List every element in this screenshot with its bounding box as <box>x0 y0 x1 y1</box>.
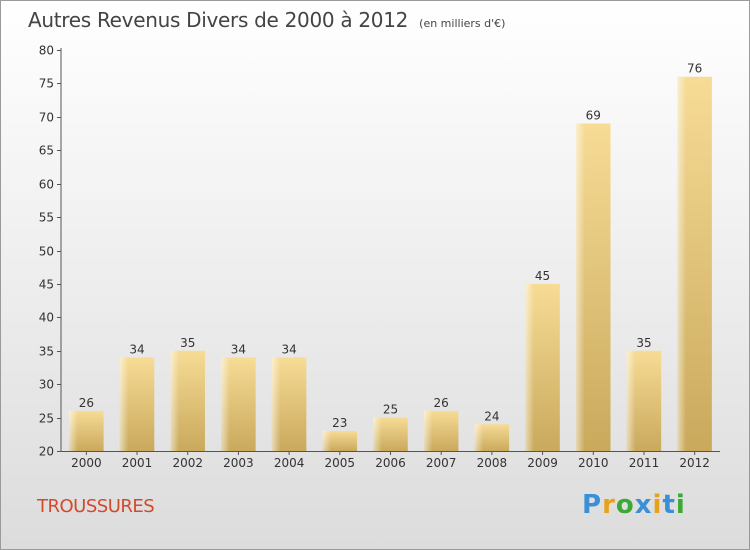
bar-value-label: 34 <box>281 342 296 356</box>
logo-letter: P <box>582 490 603 520</box>
bars-group: 26 34 35 34 34 23 25 26 24 45 69 35 76 <box>69 62 712 452</box>
y-tick-label: 50 <box>39 245 54 259</box>
bar-value-label: 69 <box>586 109 601 123</box>
bar-value-label: 26 <box>434 396 449 410</box>
bar-highlight <box>170 350 180 451</box>
bar-value-label: 23 <box>332 416 347 430</box>
logo-letter: t <box>662 490 676 520</box>
y-tick-label: 35 <box>39 345 54 359</box>
bar-highlight <box>221 357 230 451</box>
logo-letter: o <box>615 490 635 520</box>
bar-highlight <box>626 350 636 451</box>
y-tick-label: 60 <box>39 178 54 192</box>
bar-value-label: 76 <box>687 62 702 76</box>
commune-name: TROUSSURES <box>37 496 155 517</box>
x-tick-label: 2000 <box>71 456 102 470</box>
x-tick-label: 2007 <box>426 456 457 470</box>
y-tick-label: 20 <box>39 445 54 459</box>
x-tick-label: 2005 <box>325 456 356 470</box>
y-tick-label: 45 <box>39 278 54 292</box>
y-axis: 20 25 30 35 40 45 50 55 60 65 70 75 80 <box>39 44 62 459</box>
x-tick-label: 2012 <box>679 456 710 470</box>
x-axis: 2000 2001 2002 2003 2004 2005 2006 2007 2008 2009… <box>61 451 720 470</box>
chart-title: Autres Revenus Divers de 2000 à 2012 <box>28 8 409 32</box>
logo-letter: i <box>652 490 663 520</box>
x-tick-label: 2003 <box>223 456 254 470</box>
y-tick-label: 25 <box>39 412 54 426</box>
bar-value-label: 24 <box>484 409 499 423</box>
y-tick-label: 65 <box>39 144 54 158</box>
bar-highlight <box>474 424 484 451</box>
bar-highlight <box>525 283 534 451</box>
x-tick-label: 2004 <box>274 456 305 470</box>
y-tick-label: 30 <box>39 378 54 392</box>
y-tick-label: 80 <box>39 44 54 58</box>
bar-value-label: 35 <box>180 336 195 350</box>
bar-value-label: 45 <box>535 269 550 283</box>
x-tick-label: 2010 <box>578 456 609 470</box>
chart-title-block: Autres Revenus Divers de 2000 à 2012 (en… <box>28 8 505 32</box>
bar-highlight <box>576 123 585 452</box>
bar-value-label: 34 <box>129 342 144 356</box>
x-tick-label: 2008 <box>477 456 508 470</box>
chart-subtitle: (en milliers d'€) <box>419 17 506 30</box>
proxiti-logo[interactable]: Proxiti <box>582 490 686 520</box>
x-tick-label: 2011 <box>629 456 660 470</box>
x-tick-label: 2009 <box>527 456 558 470</box>
bar-highlight <box>322 430 332 451</box>
bar-value-label: 35 <box>636 336 651 350</box>
logo-letter: x <box>634 490 653 520</box>
bar-highlight <box>271 357 281 451</box>
x-tick-label: 2001 <box>122 456 153 470</box>
bar-highlight <box>69 410 78 451</box>
x-tick-label: 2002 <box>172 456 203 470</box>
bar-value-label: 25 <box>383 403 398 417</box>
logo-letter: r <box>602 490 616 520</box>
y-tick-label: 75 <box>39 77 54 91</box>
bar-highlight <box>119 357 129 451</box>
bar-highlight <box>423 410 433 451</box>
bar-value-label: 34 <box>231 342 246 356</box>
y-tick-label: 70 <box>39 111 54 125</box>
bar-highlight <box>373 417 382 451</box>
y-tick-label: 55 <box>39 211 54 225</box>
logo-letter: i <box>675 490 686 520</box>
y-tick-label: 40 <box>39 311 54 325</box>
x-tick-label: 2006 <box>375 456 406 470</box>
bar-highlight <box>677 76 687 451</box>
bar-value-label: 26 <box>79 396 94 410</box>
